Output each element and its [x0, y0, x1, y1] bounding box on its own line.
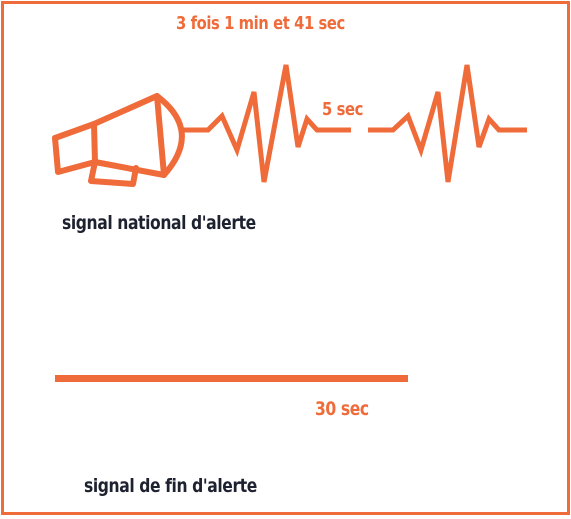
end-alert-duration: 30 sec — [315, 398, 369, 420]
pause-duration: 5 sec — [322, 99, 363, 120]
end-alert-continuous-bar — [55, 375, 408, 382]
end-alert-name: signal de fin d'alerte — [84, 475, 257, 497]
siren-waveform-first — [181, 64, 351, 183]
siren-waveform-second — [368, 64, 527, 183]
megaphone-icon — [52, 93, 185, 187]
national-alert-name: signal national d'alerte — [62, 212, 256, 234]
national-alert-duration: 3 fois 1 min et 41 sec — [176, 13, 345, 34]
